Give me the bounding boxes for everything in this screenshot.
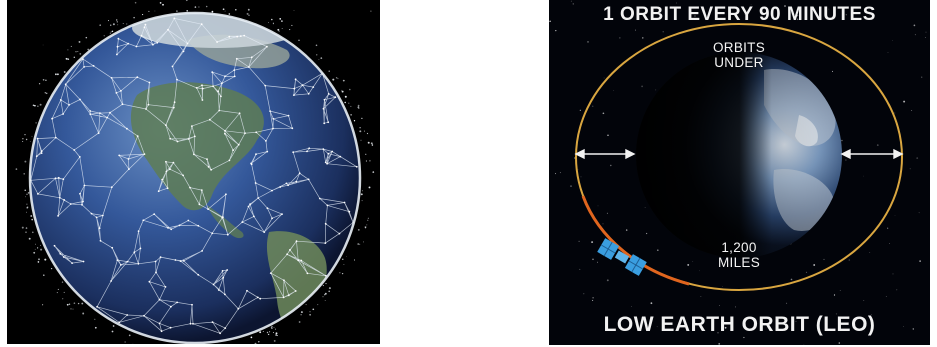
earth-mesh-graphic	[7, 0, 380, 344]
distance-line1: 1,200	[721, 240, 757, 255]
distance-label: 1,200 MILES	[699, 240, 779, 270]
earth-globe	[636, 52, 842, 258]
orbits-label-line2: UNDER	[714, 55, 764, 70]
left-distance-arrow	[574, 148, 636, 160]
satellite-icon	[597, 238, 647, 276]
leo-caption: LOW EARTH ORBIT (LEO)	[603, 313, 876, 336]
orbit-period-caption: 1 ORBIT EVERY 90 MINUTES	[603, 4, 876, 25]
satellite-mesh-image	[7, 0, 380, 344]
orbit-trail	[581, 195, 690, 286]
leo-graphic	[549, 0, 930, 345]
orbits-label-line1: ORBITS	[712, 40, 766, 55]
orbits-under-label: ORBITS UNDER	[699, 40, 779, 70]
satellite-mesh-lines	[30, 17, 358, 335]
satellite-halo	[15, 0, 375, 344]
leo-infographic: 1 ORBIT EVERY 90 MINUTES ORBITS UNDER 1,…	[549, 0, 930, 345]
distance-line2: MILES	[717, 255, 760, 270]
right-distance-arrow	[840, 148, 904, 160]
orbit-ring	[575, 23, 903, 291]
mesh-outline	[28, 11, 362, 344]
